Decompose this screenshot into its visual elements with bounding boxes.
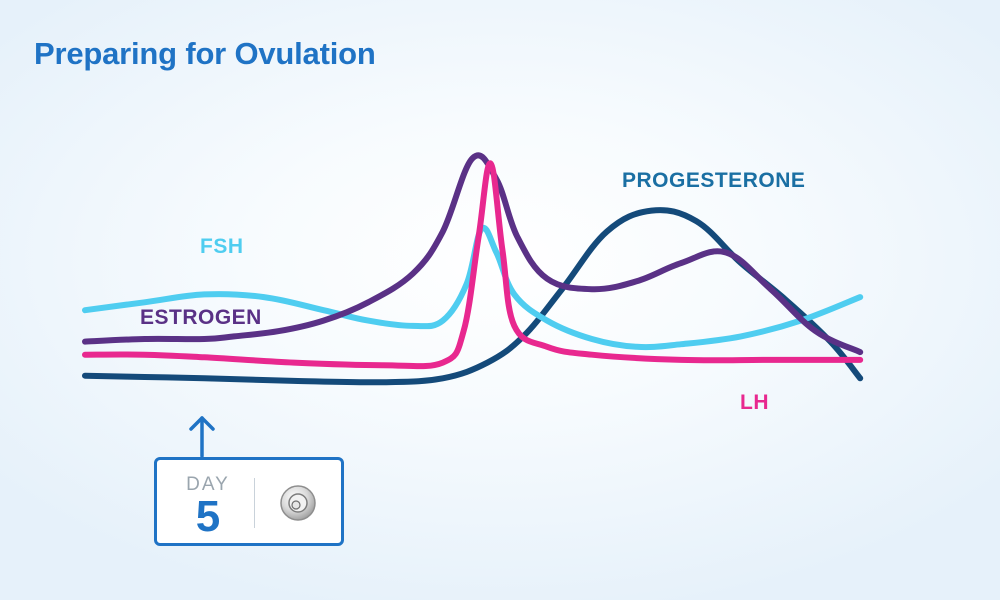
series-line-lh	[82, 160, 864, 370]
label-lh: LH	[740, 391, 769, 414]
card-divider	[254, 478, 255, 528]
page-title: Preparing for Ovulation	[34, 36, 376, 71]
series-lines	[82, 152, 864, 386]
day-marker-card: DAY 5	[154, 457, 344, 546]
day-marker-arrow-icon	[189, 416, 215, 458]
label-fsh: FSH	[200, 235, 244, 258]
egg-cell-icon	[280, 485, 316, 521]
series-labels: FSH ESTROGEN LH PROGESTERONE	[140, 169, 805, 414]
series-line-estrogen	[82, 152, 864, 356]
day-label: DAY	[186, 474, 230, 495]
label-estrogen: ESTROGEN	[140, 306, 262, 329]
label-progesterone: PROGESTERONE	[622, 169, 805, 192]
day-number: 5	[195, 492, 221, 541]
